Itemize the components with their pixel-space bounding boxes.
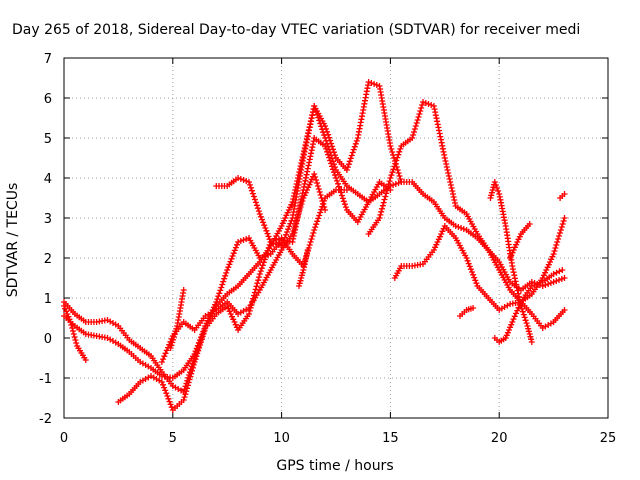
series-sat-i xyxy=(365,99,568,305)
x-tick-label: 5 xyxy=(169,431,177,446)
plus-markers xyxy=(167,287,187,351)
plus-markers xyxy=(61,135,394,395)
y-axis: -2 -1 0 1 2 3 4 5 6 7 xyxy=(39,52,608,427)
plus-markers xyxy=(158,171,329,365)
plus-markers xyxy=(557,191,568,201)
x-tick-label: 25 xyxy=(600,431,617,446)
series-sat-m xyxy=(491,267,566,345)
x-tick-label: 10 xyxy=(273,431,290,446)
x-tick-label: 0 xyxy=(60,431,68,446)
series-sat-k xyxy=(457,305,477,319)
plus-markers xyxy=(296,247,311,289)
x-tick-label: 20 xyxy=(491,431,508,446)
plus-markers xyxy=(507,221,533,261)
series-sat-n xyxy=(557,191,568,201)
plus-markers xyxy=(457,305,477,319)
y-tick-label: 3 xyxy=(44,212,52,227)
plus-markers xyxy=(391,223,568,331)
plot-frame xyxy=(63,57,609,419)
y-tick-label: 2 xyxy=(44,252,52,267)
series-sat-g xyxy=(213,103,568,293)
x-axis: 0 5 10 15 20 25 xyxy=(60,58,616,446)
series-sat-d xyxy=(115,187,350,413)
y-axis-label: SDTVAR / TECUs xyxy=(5,183,21,298)
series-sat-a xyxy=(61,135,394,395)
series-sat-c xyxy=(61,303,89,363)
plus-markers xyxy=(365,99,568,305)
series-sat-o xyxy=(507,221,533,261)
y-tick-label: 1 xyxy=(44,292,52,307)
series-sat-f xyxy=(167,287,187,351)
y-tick-label: 6 xyxy=(44,92,52,107)
series-sat-b xyxy=(61,79,405,381)
y-tick-label: 5 xyxy=(44,132,52,147)
plus-markers xyxy=(61,79,405,381)
series-sat-j xyxy=(391,223,568,331)
plus-markers xyxy=(487,179,535,345)
plus-markers xyxy=(213,103,568,293)
y-tick-label: 0 xyxy=(44,332,52,347)
series-sat-l xyxy=(487,179,535,345)
plus-markers xyxy=(61,303,89,363)
plus-markers xyxy=(115,187,350,413)
y-tick-label: -2 xyxy=(39,412,52,427)
x-tick-label: 15 xyxy=(382,431,399,446)
y-tick-label: 7 xyxy=(44,52,52,67)
series-sat-e xyxy=(158,171,329,365)
series-sat-h xyxy=(296,247,311,289)
y-tick-label: 4 xyxy=(44,172,52,187)
y-tick-label: -1 xyxy=(39,372,52,387)
x-axis-label: GPS time / hours xyxy=(276,458,393,474)
data-markers xyxy=(61,79,568,413)
chart-title: Day 265 of 2018, Sidereal Day-to-day VTE… xyxy=(12,22,580,38)
plus-markers xyxy=(491,267,566,345)
